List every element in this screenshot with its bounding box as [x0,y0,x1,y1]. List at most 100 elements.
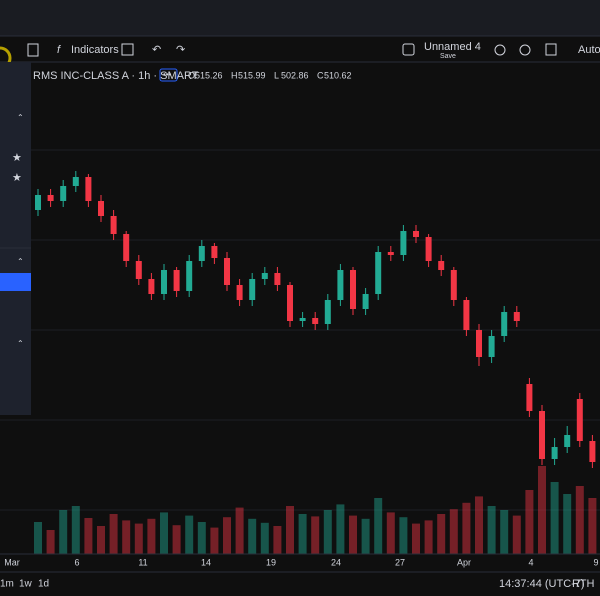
volume-bar [538,466,546,554]
layout-icon[interactable] [402,43,415,56]
session[interactable]: RTH [572,578,594,590]
candle-body [110,216,117,234]
volume-bar [197,522,206,554]
volume-bar [122,520,131,554]
volume-bar [286,506,294,554]
volume-bar [298,514,307,554]
volume-bar [223,517,231,554]
volume-bar [424,520,433,554]
volume-bar [84,518,93,554]
selected-row[interactable] [0,273,31,291]
more-dots[interactable]: ••• [163,70,172,79]
volume-bar [210,527,219,554]
candle-body [148,279,155,294]
volume-bar [172,525,181,554]
volume-bar [361,518,370,554]
x-tick-label: 27 [395,557,405,567]
candle-body [564,435,571,447]
volume-bar [134,523,143,554]
volume-bar [71,506,80,554]
candle-body [274,273,281,285]
volume-bar [185,515,194,554]
volume-bar [588,498,597,554]
volume-bar [487,506,496,554]
more-button[interactable] [159,68,178,82]
volume-bar [349,515,357,554]
ohlc-value: 515.26 [195,70,223,80]
range-button[interactable]: 1d [38,579,49,590]
indicators-button[interactable]: Indicators [71,44,119,56]
volume-bar [412,523,420,554]
volume-layer [34,466,597,554]
x-tick-label: 11 [138,557,147,567]
candle-body [85,177,92,201]
volume-bar [46,530,55,554]
volume-bar [248,518,257,554]
replay-icon[interactable] [545,43,557,56]
range-button[interactable]: 1w [19,579,33,590]
redo[interactable]: ↷ [176,44,185,56]
volume-bar [160,512,168,554]
x-tick-label: 14 [201,557,211,567]
settings-icon[interactable] [519,44,531,56]
x-tick-label: 9 [593,557,598,567]
candle-body [123,234,130,261]
ohlc-label: L [274,70,279,80]
candle-body [186,261,193,291]
auto-button[interactable]: Auto S [578,44,600,56]
volume-bar [311,516,320,554]
candle-body [501,312,508,336]
candle-body [98,201,104,216]
fx-icon[interactable]: f [57,44,61,56]
volume-bar [550,482,559,554]
logo[interactable] [0,46,12,70]
chevron[interactable]: ⌃ [17,257,24,266]
volume-bar [386,512,395,554]
volume-bar [462,502,471,554]
volume-bar [34,522,42,554]
candle-body [299,318,306,321]
save-button[interactable]: Save [440,53,456,60]
volume-bar [563,494,572,554]
favorite-star[interactable]: ★ [12,172,22,184]
x-tick-label: 24 [331,557,341,567]
volume-bar [235,507,244,554]
symbol-title[interactable]: RMS INC-CLASS A · 1h · SMART [33,70,199,82]
x-tick-label: 19 [266,557,276,567]
volume-bar [260,522,269,554]
volume-bar [512,515,521,554]
candle-body [438,261,445,270]
ohlc-value: 515.99 [238,70,266,80]
top-bar [0,0,600,36]
candle-body [400,231,407,255]
candle-body [513,312,520,321]
grid [0,149,600,511]
volume-bar [109,514,118,554]
range-button[interactable]: 1m [0,579,14,590]
volume-bar [500,510,509,554]
candle-body [224,258,230,285]
candle-body [425,237,432,261]
bar-type-icon[interactable] [27,43,39,57]
volume-bar [323,510,332,554]
chevron[interactable]: ⌃ [17,113,24,122]
candle-body [72,177,79,186]
candle-body [337,270,344,300]
undo[interactable]: ↶ [152,44,161,56]
candle-body [324,300,331,324]
candle-body [261,273,268,279]
candle-body [60,186,67,201]
alert-icon[interactable] [494,44,506,56]
favorite-star[interactable]: ★ [12,152,22,164]
candle-body [375,252,382,294]
layout-name[interactable]: Unnamed 4 [424,41,481,53]
candle-body [476,330,482,357]
templates-icon[interactable] [121,43,134,56]
ohlc-label: O [188,70,195,80]
candle-body [450,270,457,300]
candle-body [173,270,180,291]
chevron[interactable]: ⌃ [17,339,24,348]
candle-body [161,270,167,294]
candle-body [211,246,218,258]
